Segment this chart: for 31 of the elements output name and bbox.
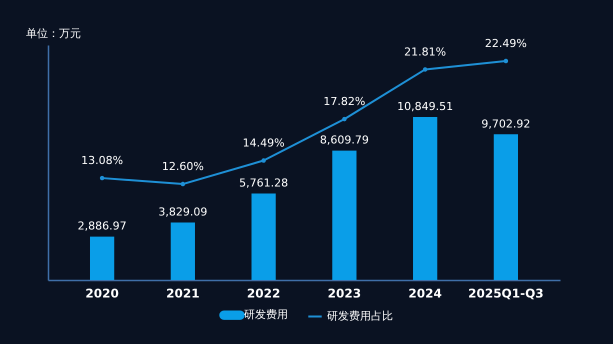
bar (90, 236, 114, 280)
point (100, 176, 104, 180)
data-label: 10,849.51 (397, 100, 454, 114)
bar (494, 134, 518, 280)
bar (170, 222, 195, 280)
point (342, 116, 347, 122)
bar (332, 150, 356, 280)
data-label: 12.60% (162, 160, 204, 174)
x-tick-label: 2025Q1-Q3 (468, 286, 544, 300)
x-tick-label: 2023 (328, 286, 362, 300)
x-tick-label: 2022 (246, 286, 280, 300)
data-label: 5,761.28 (239, 176, 288, 190)
data-label: 17.82% (323, 95, 366, 108)
data-label: 22.49% (484, 36, 527, 50)
point (180, 182, 186, 186)
data-label: 14.49% (242, 136, 285, 150)
data-label: 13.08% (81, 154, 124, 168)
legend-label: 研发费用占比 (327, 310, 393, 322)
data-label: 9,702.92 (481, 117, 530, 130)
point (261, 158, 266, 163)
bar (413, 117, 438, 280)
x-tick-label: 2020 (85, 286, 119, 300)
text: 单位：万元 (26, 27, 81, 40)
bar (252, 193, 276, 280)
x-tick-label: 2021 (166, 286, 200, 300)
x-tick-label: 2024 (408, 286, 442, 300)
legend-label: 研发费用 (244, 308, 288, 322)
data-label: 21.81% (404, 45, 446, 58)
data-label: 2,886.97 (78, 220, 127, 233)
data-label: 3,829.09 (158, 205, 208, 218)
data-label: 8,609.79 (320, 134, 369, 147)
